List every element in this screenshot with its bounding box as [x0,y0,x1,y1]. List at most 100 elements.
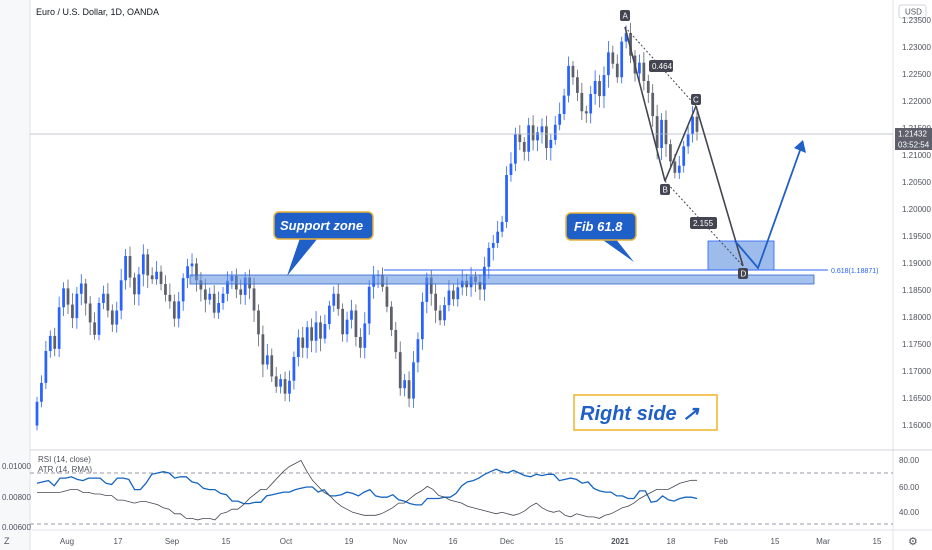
fib-callout-text: Fib 61.8 [574,219,623,234]
candle-body [589,93,593,114]
candle-body [44,351,48,383]
point-d-box [738,268,748,279]
candle-body [420,301,424,340]
candle-body [150,275,154,280]
candle-body [673,161,677,173]
candle-body [677,165,681,173]
price-tick-label: 1.23500 [902,16,931,25]
candle-body [212,293,216,313]
candle-body [283,379,287,394]
candle-body [97,302,101,335]
time-tick-label: Feb [714,537,728,546]
point-b-box [660,184,670,195]
candle-body [115,310,119,325]
point-a-label: A [623,12,629,21]
candle-body [332,293,336,306]
z-icon[interactable]: Z [4,536,10,546]
price-tick-label: 1.21000 [902,151,931,160]
candle-body [553,124,557,140]
candle-body [593,81,597,94]
candle-body [190,263,194,267]
candle-body [327,305,331,325]
pattern-leg-ab [624,26,666,182]
candle-body [257,310,260,335]
candle-body [124,255,127,281]
point-b-label: B [663,186,668,195]
candle-body [456,287,460,300]
candle-body [487,247,491,267]
price-tick-label: 1.22500 [902,70,931,79]
candle-body [57,307,61,349]
indicator-right-tick-1: 80.00 [899,456,920,465]
candle-body [664,119,668,145]
time-tick-label: 15 [555,537,564,546]
candle-body [119,280,123,311]
candle-body [611,52,615,64]
candle-body [53,335,57,349]
candle-body [358,336,362,348]
candle-body [536,132,539,141]
time-tick-label: Sep [165,537,180,546]
candle-body [40,382,43,402]
candle-body [452,290,455,300]
candle-body [310,327,314,341]
candle-body [638,62,641,74]
candle-body [584,111,588,114]
candle-body [607,52,610,76]
target-zone-box [707,240,775,271]
candle-body [141,254,145,275]
candle-body [177,301,181,319]
candle-body [425,277,429,302]
candle-body [669,144,672,162]
candle-body [527,125,531,152]
price-tick-label: 1.16000 [902,421,931,430]
candle-body [518,134,522,143]
candle-body [651,92,655,117]
candle-body [571,65,575,78]
candle-body [221,293,225,303]
candle-body [478,281,482,290]
candle-body [540,126,544,133]
candle-body [186,266,189,279]
fib-callout-pointer [600,238,634,262]
candle-body [580,92,584,112]
candle-body [500,221,504,232]
candle-body [398,352,402,389]
currency-badge-box[interactable] [898,4,927,19]
indicator-left-tick-3: 0.00600 [2,523,31,532]
candle-body [429,277,433,294]
currency-badge[interactable]: USD [905,8,922,17]
candle-body [48,335,52,352]
countdown-tag: 03:52:54 [898,141,930,150]
price-tick-label: 1.19500 [902,232,931,241]
candle-body [261,334,265,365]
candle-body [434,293,438,311]
time-tick-label: Dec [500,537,514,546]
gear-icon[interactable]: ⚙ [908,535,918,548]
candle-body [288,380,291,394]
candle-body [159,271,163,285]
ratio-ac-label: 0.464 [652,62,673,71]
indicator-right-tick-2: 60.00 [899,483,920,492]
candle-body [567,65,570,96]
price-tick-label: 1.20500 [902,178,931,187]
candle-body [598,81,601,97]
time-tick-label: Oct [280,537,293,546]
fib-callout-bubble [565,212,637,241]
ratio-ac-box [649,60,673,72]
time-tick-label: Nov [393,537,407,546]
candle-body [403,380,407,389]
candle-body [71,304,74,319]
candle-body [505,174,508,222]
candle-body [350,310,353,320]
candle-body [314,322,318,341]
time-tick-label: Mar [816,537,830,546]
candle-body [62,288,65,308]
candle-body [110,310,114,325]
fib-level-label: 0.618(1.18871) [831,268,878,275]
candle-body [576,77,579,93]
candle-body [296,337,300,357]
candle-body [416,339,420,363]
candle-body [243,277,247,295]
